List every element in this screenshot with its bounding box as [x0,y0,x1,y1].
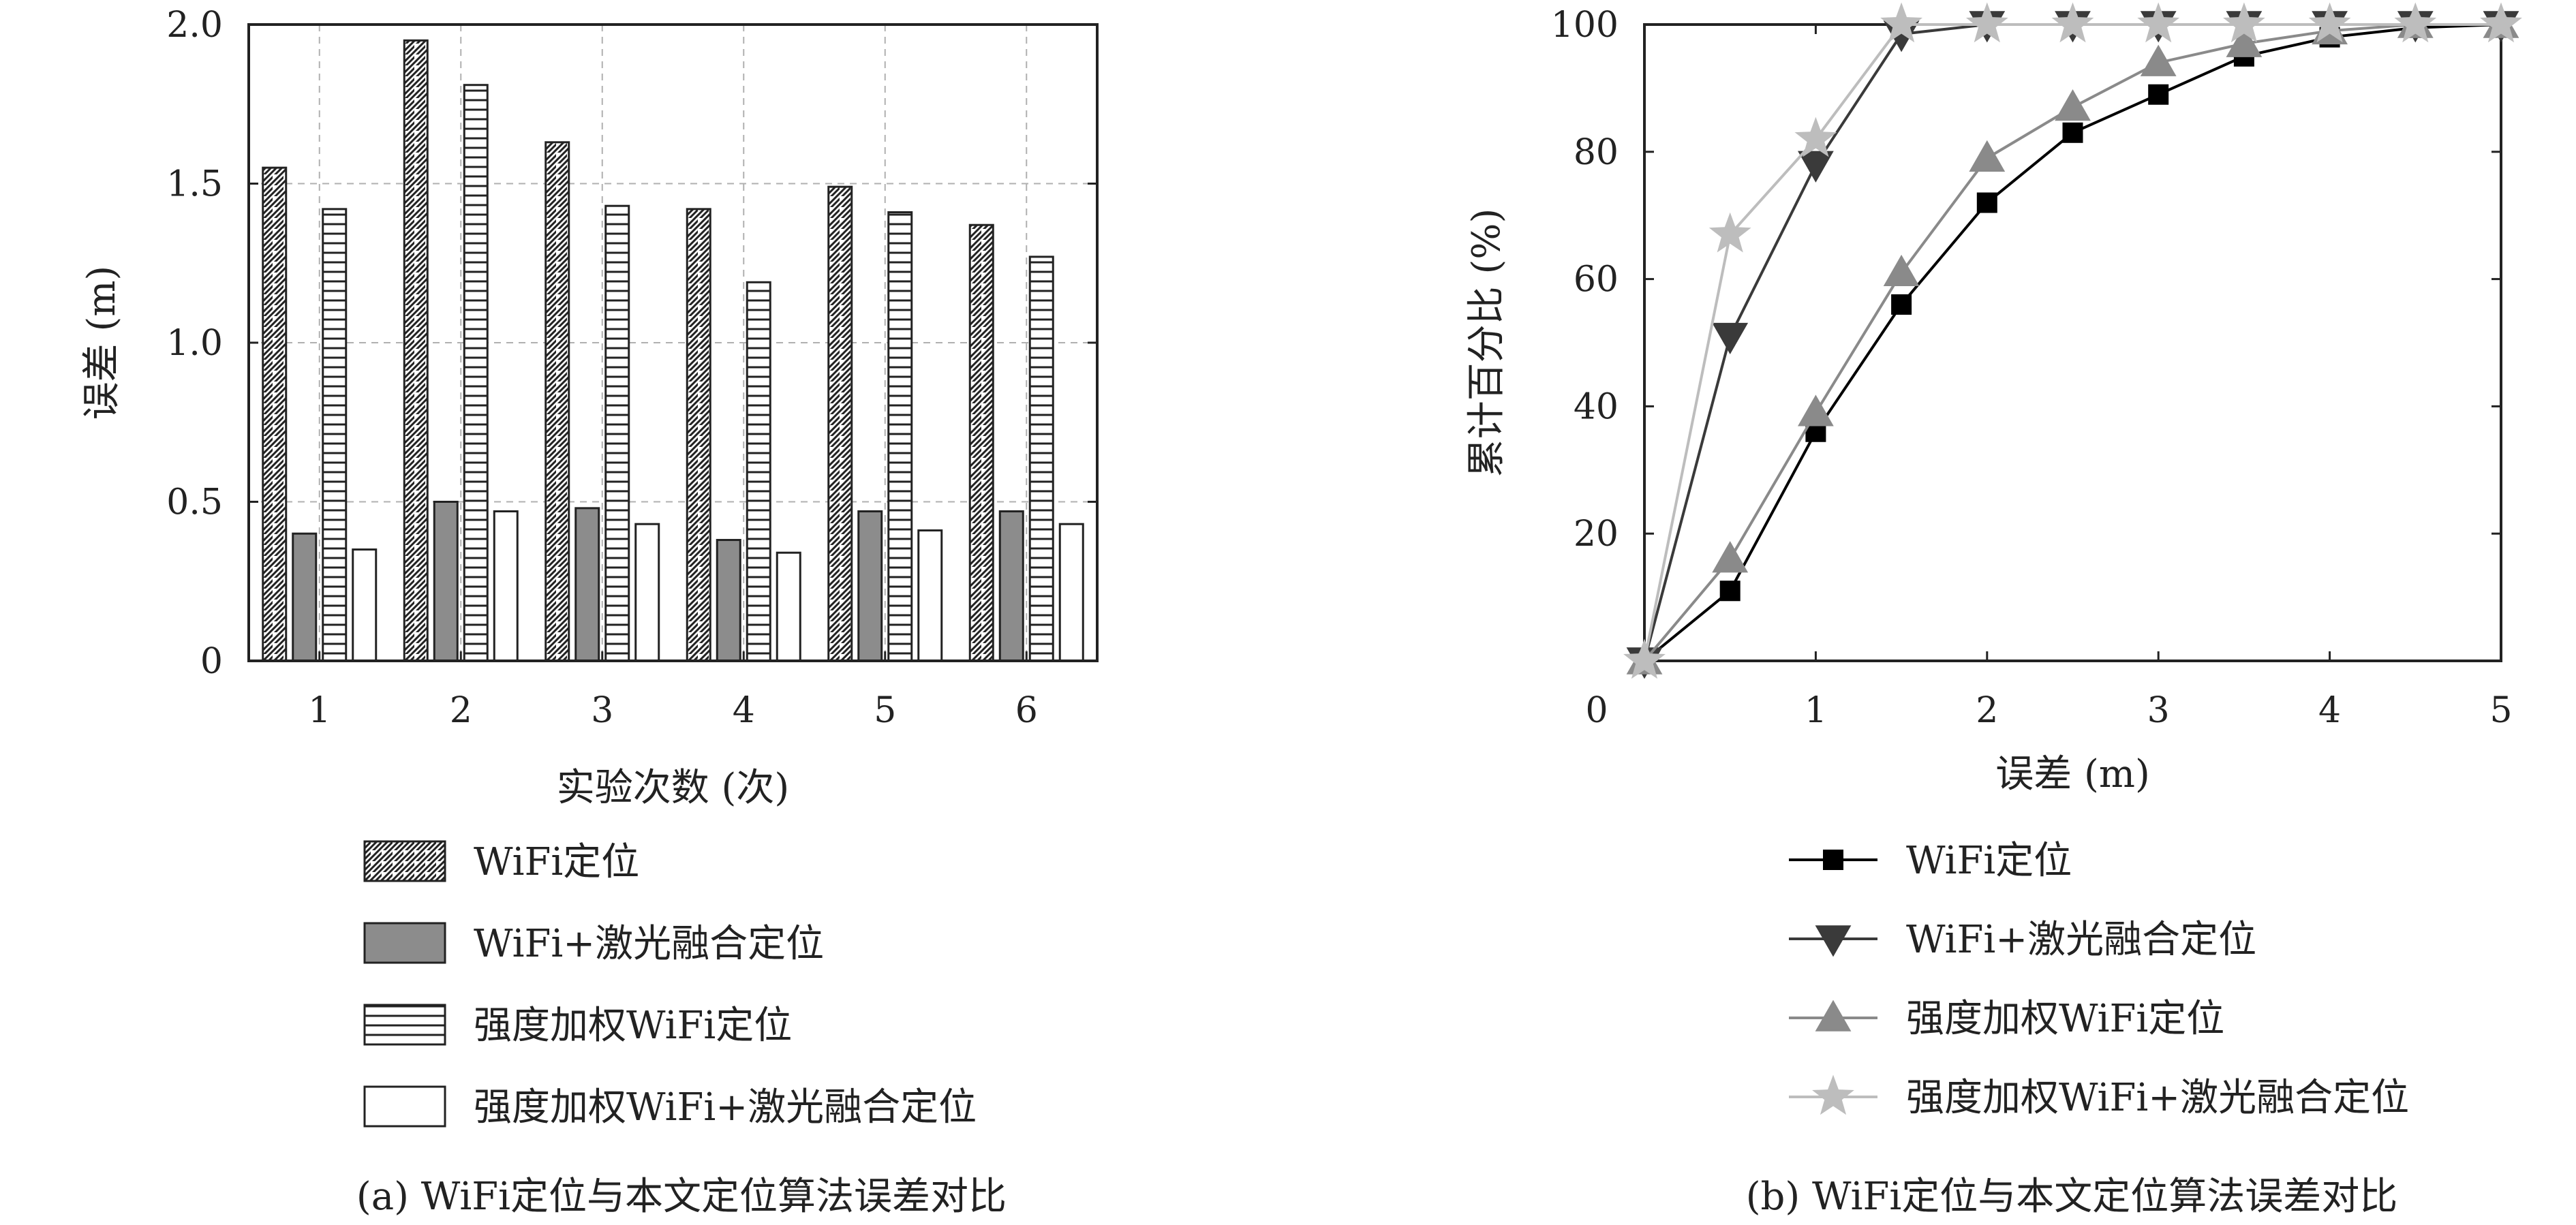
x-tick-label: 0 [1585,690,1608,731]
data-point [2140,44,2177,76]
x-tick-label: 2 [1976,690,1998,731]
data-point [2148,84,2169,105]
legend-label: 强度加权WiFi定位 [474,1004,792,1048]
x-axis-label: 误差 (m) [1995,752,2150,796]
bar [1028,255,1054,662]
x-tick-label: 4 [733,690,755,731]
legend-marker [1823,850,1843,870]
legend-swatch [363,1004,446,1046]
bar [545,141,570,662]
data-point [1891,294,1912,315]
data-point [1719,580,1741,602]
y-tick-label: 1.5 [166,164,223,205]
data-point [1794,117,1837,157]
data-point [1883,254,1920,287]
bar [827,185,853,662]
x-tick-label: 2 [450,690,472,731]
bar [493,510,519,662]
y-tick-label: 40 [1574,386,1619,427]
y-tick-label: 60 [1574,260,1619,300]
legend-swatch [363,840,446,882]
data-point [1798,151,1834,183]
data-point [1623,638,1666,679]
data-point [2394,2,2437,43]
line-chart: 0 1 2 3 4 5 20 40 60 80 100 误差 (m) 累计百分比 (%) WiFi定位 Wi… [1465,2,2522,1219]
caption: (b) WiFi定位与本文定位算法误差对比 [1746,1175,2398,1219]
data-point [1965,2,2008,43]
x-tick-label: 5 [2489,690,2512,731]
legend-label: WiFi定位 [474,840,639,884]
bar [716,539,741,662]
bar [463,84,489,662]
data-point [2308,2,2351,43]
legend-label: WiFi+激光融合定位 [1906,918,2256,962]
data-point [2137,2,2180,43]
y-axis-label: 误差 (m) [80,266,124,420]
data-point [1969,140,2006,172]
bar [968,223,994,662]
data-point [2062,122,2083,143]
y-tick-label: 20 [1574,514,1619,555]
legend-swatch [363,922,446,964]
legend-label: 强度加权WiFi+激光融合定位 [1906,1076,2409,1120]
data-point [1798,394,1834,427]
legend-label: 强度加权WiFi+激光融合定位 [474,1085,977,1130]
bar [1058,523,1084,662]
legend-swatch [363,1085,446,1128]
bar [746,281,771,662]
legend-label: WiFi+激光融合定位 [474,922,824,966]
x-tick-label: 6 [1015,690,1038,731]
y-axis-label: 累计百分比 (%) [1465,208,1509,478]
data-point [2226,25,2263,57]
legend-label: 强度加权WiFi定位 [1906,997,2224,1041]
x-tick-label: 1 [308,690,331,731]
x-tick-label: 3 [2147,690,2170,731]
x-tick-label: 5 [874,690,896,731]
caption: (a) WiFi定位与本文定位算法误差对比 [356,1175,1007,1219]
data-point [1976,192,1997,213]
bar [998,510,1024,662]
bar-chart: 0 0.5 1.0 1.5 2.0 1 2 3 4 5 6 实验次数 (次) 误差 (m) WiFi定位 W… [80,5,1099,1219]
bar [686,208,711,662]
bar [634,523,660,662]
y-tick-label: 1.0 [166,323,223,364]
bar [262,166,288,662]
legend-marker [1815,999,1852,1032]
bar [292,532,318,662]
data-point [2223,2,2265,43]
bar [403,39,429,662]
bar [433,501,459,662]
y-tick-label: 2.0 [166,5,223,46]
y-tick-label: 80 [1574,132,1619,173]
y-tick-label: 0.5 [166,482,223,523]
data-point [1712,322,1749,355]
data-point [2480,2,2522,43]
y-tick-label: 100 [1551,5,1619,46]
legend-label: WiFi定位 [1906,839,2072,883]
bar [857,510,883,662]
data-point [1880,2,1922,43]
bar [574,507,600,662]
bar [352,548,378,662]
bar [322,208,348,662]
data-point [2055,89,2091,121]
x-axis-label: 实验次数 (次) [557,766,790,810]
data-point [1708,212,1751,253]
data-point [1712,541,1749,573]
x-tick-label: 3 [591,690,613,731]
bar [917,529,943,662]
x-tick-label: 1 [1805,690,1827,731]
y-tick-label: 0 [200,641,223,682]
data-point [2051,2,2094,43]
legend-marker [1812,1074,1854,1115]
legend-marker [1815,925,1852,957]
x-tick-label: 4 [2318,690,2341,731]
bar [776,551,801,662]
bar [887,211,913,662]
bar [604,204,630,662]
